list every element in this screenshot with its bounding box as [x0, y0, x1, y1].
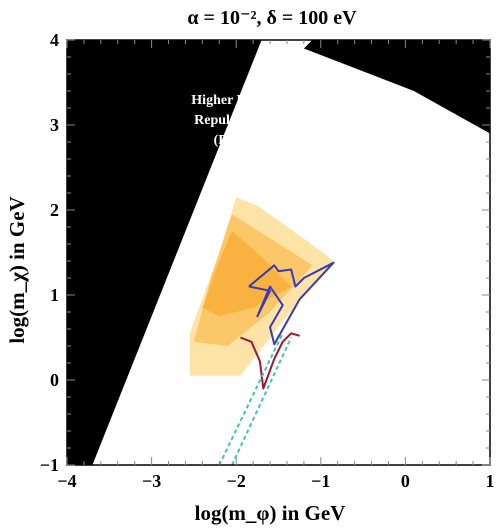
- x-tick-label: −1: [311, 471, 330, 491]
- y-tick-label: 2: [50, 200, 59, 220]
- x-tick-label: 1: [486, 471, 495, 491]
- y-tick-label: 3: [50, 115, 59, 135]
- y-tick-label: 1: [50, 285, 59, 305]
- y-tick-label: 4: [50, 30, 59, 50]
- red-contour-line: [240, 332, 300, 390]
- region-annotation: Small ε_φ Approximation Breaks Down: [385, 365, 477, 420]
- axes: −4 −3 −2 −1 0 1 −1 0 1 2 3 4: [40, 30, 495, 491]
- x-tick-label: −2: [227, 471, 246, 491]
- annotation-line: Breaks Down: [391, 405, 471, 420]
- annotation-line: Approximation: [385, 385, 477, 400]
- x-tick-label: −3: [142, 471, 161, 491]
- plot-area: Higher Partial Waves, Repulsed Eigenstate…: [67, 40, 491, 466]
- plot-frame: [66, 39, 491, 466]
- annotation-line: Higher Partial Waves,: [191, 93, 323, 108]
- x-axis-label: log(m_φ) in GeV: [195, 501, 346, 525]
- annotation-line: Small ε_φ: [401, 365, 461, 380]
- annotation-line: Repulsed Eigenstates: [194, 113, 321, 128]
- y-tick-label: 0: [50, 370, 59, 390]
- x-tick-label: −4: [57, 471, 76, 491]
- annotation-line: (Dwarf Scales): [214, 133, 302, 148]
- cyan-dashed-line: [231, 337, 293, 466]
- region-annotation: Higher Partial Waves, Repulsed Eigenstate…: [191, 93, 323, 148]
- y-tick-label: −1: [40, 455, 59, 475]
- chart-title: α = 10⁻², δ = 100 eV: [187, 7, 357, 29]
- y-axis-label: log(m_χ) in GeV: [5, 196, 29, 343]
- cyan-dashed-line: [218, 332, 284, 466]
- x-tick-label: 0: [401, 471, 410, 491]
- blue-contour-line: [248, 261, 335, 346]
